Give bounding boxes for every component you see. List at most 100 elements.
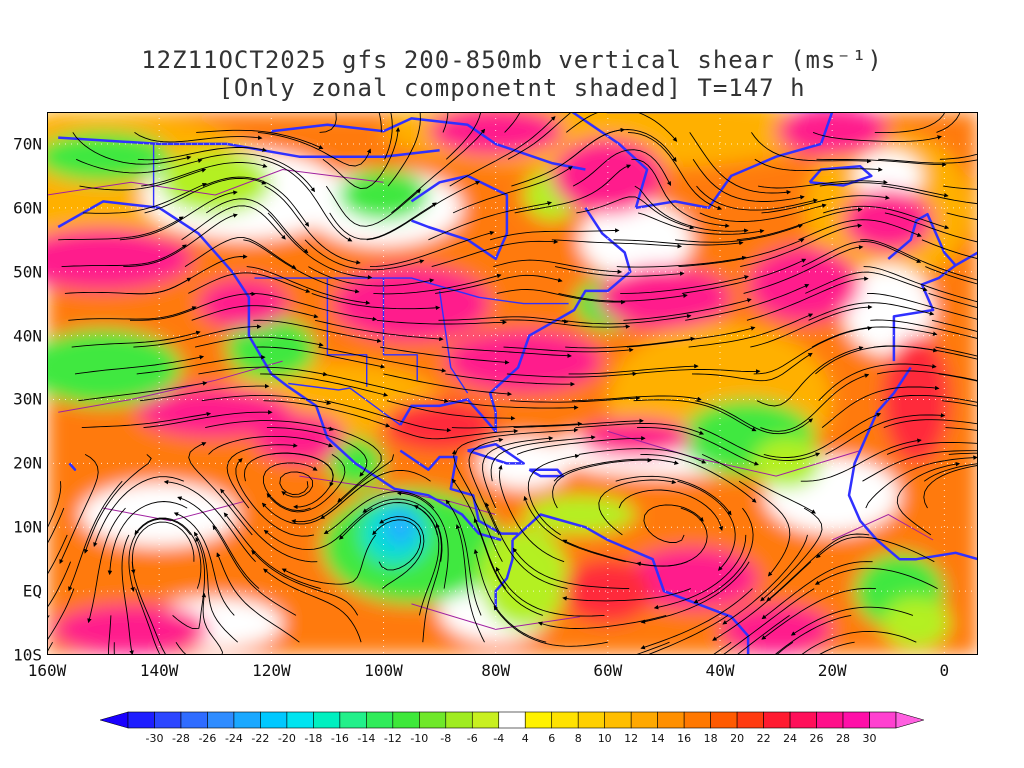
streamline [561,313,692,325]
streamline [653,534,747,610]
streamline [485,502,568,590]
colorbar-bin [286,711,314,729]
streamline [175,592,223,655]
streamline [387,112,421,187]
streamline [646,615,729,655]
streamline [304,239,425,271]
streamline [194,336,324,348]
streamline [936,112,961,133]
colorbar-bin [524,711,553,729]
coastline [570,112,834,210]
shade-region-strong-positive [198,278,289,330]
streamline [143,409,273,429]
streamline [689,132,792,195]
zero-contour [607,430,861,477]
streamline [366,181,481,241]
streamline [262,462,318,512]
streamline [379,516,425,589]
streamline [811,326,938,348]
streamline [801,240,922,268]
streamline [448,400,579,410]
streamline [113,642,115,655]
colorbar [100,711,924,729]
streamline [108,615,112,655]
streamline [736,615,790,655]
streamline [68,306,197,321]
streamline [59,454,99,565]
streamline [119,190,238,241]
streamline [390,427,519,440]
streamline [212,525,297,616]
streamline [795,630,917,655]
shade-region-positive-high [383,399,496,451]
coastline [271,117,586,171]
colorbar-tick-label: 12 [624,732,639,745]
streamline [78,381,208,402]
streamline [722,534,808,625]
shade-region-strong-positive [776,112,889,157]
streamline [435,274,563,294]
streamline [943,185,978,190]
border-line [254,277,569,305]
streamline [513,418,644,429]
streamline [173,512,235,616]
lat-label: 70N [13,134,42,154]
streamline [493,259,623,274]
coastline [808,165,873,187]
streamline [321,373,449,404]
streamline [761,561,873,620]
border-line [288,382,401,426]
streamline [320,469,431,519]
zero-contour [47,168,384,196]
streamline [948,452,978,455]
shade-region-strong-positive [596,265,732,330]
streamline [329,202,437,240]
shade-region-negative-mid [338,169,429,221]
shade-region-strong-positive [551,137,664,215]
streamline [865,455,978,509]
streamline [516,436,646,455]
streamline [756,346,864,407]
streamline [699,203,827,222]
colorbar-under-triangle [100,711,129,729]
streamline [935,346,978,357]
streamline [636,507,708,567]
streamline [738,480,791,577]
streamline [873,345,978,360]
streamline [883,419,978,429]
streamline [386,400,516,421]
streamline [695,400,813,435]
colorbar-bin [630,711,658,729]
shade-region-negative-very-strong [383,508,418,547]
streamline [613,239,744,246]
coastline [467,442,525,465]
streamline [616,255,747,268]
streamline [626,326,756,348]
lon-label: 140W [139,661,179,680]
streamline [637,212,765,235]
colorbar-bin [207,711,235,729]
streamline [938,373,978,382]
streamline [880,394,978,403]
streamline [862,450,978,482]
streamline [141,162,268,187]
lat-label: 40N [13,326,42,346]
colorbar-bin [683,711,711,729]
streamline [191,305,319,321]
chart-title-line-1: 12Z11OCT2025 gfs 200-850mb vertical shea… [141,46,883,74]
streamline [47,481,62,530]
streamline [58,216,184,241]
colorbar-bin [445,711,473,729]
streamline [571,395,702,402]
streamline [496,289,626,305]
lat-label: EQ [22,581,42,601]
shear-map[interactable] [47,112,978,655]
streamline [921,239,978,260]
streamline [128,518,191,592]
streamline [256,346,386,369]
border-line [438,290,469,394]
streamline [376,319,507,325]
streamline [678,238,805,268]
streamline [817,641,855,655]
streamline [566,112,678,142]
